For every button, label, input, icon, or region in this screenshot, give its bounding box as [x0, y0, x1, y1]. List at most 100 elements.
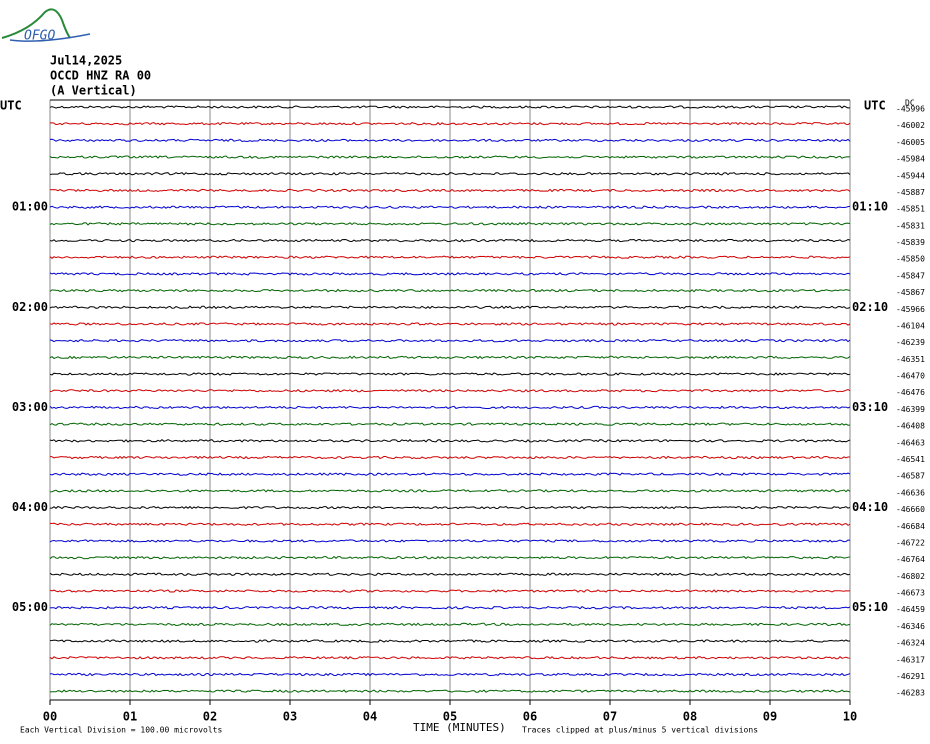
trace: [49, 555, 851, 560]
x-title: TIME (MINUTES): [413, 721, 506, 734]
trace-offset: -46351: [896, 355, 925, 364]
x-tick-label: 02: [203, 710, 217, 724]
trace: [49, 689, 851, 693]
x-tick-label: 00: [43, 710, 57, 724]
trace-offset: -46684: [896, 522, 925, 531]
trace: [49, 205, 851, 209]
trace-offset: -46764: [896, 555, 925, 564]
trace: [49, 155, 851, 159]
trace-offset: -46660: [896, 505, 925, 514]
station: OCCD HNZ RA 00: [50, 69, 151, 83]
trace: [49, 238, 851, 243]
trace: [49, 188, 851, 193]
trace: [49, 439, 851, 443]
trace: [49, 172, 851, 176]
x-tick-label: 09: [763, 710, 777, 724]
x-tick-label: 01: [123, 710, 137, 724]
trace-offset: -46476: [896, 388, 925, 397]
logo-curve: [1, 8, 71, 39]
trace-offset: -46104: [896, 321, 925, 330]
trace-offset: -46408: [896, 422, 925, 431]
hour-left: 01:00: [12, 200, 48, 214]
x-tick-label: 04: [363, 710, 377, 724]
x-tick-label: 05: [443, 710, 457, 724]
x-tick-label: 07: [603, 710, 617, 724]
trace-offset: -45867: [896, 288, 925, 297]
trace: [49, 255, 851, 259]
hour-left: 03:00: [12, 400, 48, 414]
trace-offset: -45887: [896, 188, 925, 197]
x-tick-label: 03: [283, 710, 297, 724]
scale-note: Each Vertical Division = 100.00 microvol…: [20, 726, 222, 735]
hour-right: 05:10: [852, 600, 888, 614]
x-tick-label: 08: [683, 710, 697, 724]
trace-offset: -45839: [896, 238, 925, 247]
component: (A Vertical): [50, 84, 137, 98]
trace: [49, 222, 851, 226]
trace-offset: -46802: [896, 572, 925, 581]
trace: [49, 105, 851, 109]
trace: [49, 605, 851, 610]
trace: [49, 372, 851, 376]
trace-offset: -46722: [896, 538, 925, 547]
trace: [49, 489, 851, 493]
trace-offset: -45831: [896, 221, 925, 230]
trace-offset: -46291: [896, 672, 925, 681]
trace-offset: -46346: [896, 622, 925, 631]
trace-offset: -46673: [896, 589, 925, 598]
hour-right: 04:10: [852, 500, 888, 514]
offset-title: DC: [905, 99, 915, 108]
trace-offset: -45966: [896, 305, 925, 314]
hour-left: 02:00: [12, 300, 48, 314]
hour-left: 05:00: [12, 600, 48, 614]
x-tick-label: 06: [523, 710, 537, 724]
trace: [49, 322, 851, 326]
trace-offset: -46239: [896, 338, 925, 347]
trace: [49, 422, 851, 426]
trace: [49, 455, 850, 460]
hour-left: 04:00: [12, 500, 48, 514]
trace: [49, 405, 851, 410]
trace-offset: -46459: [896, 605, 925, 614]
hour-right: 01:10: [852, 200, 888, 214]
hour-right: 03:10: [852, 400, 888, 414]
trace: [49, 338, 851, 343]
trace: [49, 539, 851, 543]
trace-offset: -45850: [896, 255, 925, 264]
trace: [49, 639, 851, 643]
trace: [49, 355, 851, 360]
trace-offset: -45984: [896, 155, 925, 164]
logo-swoosh: [9, 33, 91, 42]
hour-right: 02:10: [852, 300, 888, 314]
trace-offset: -46324: [896, 639, 925, 648]
trace: [49, 272, 851, 276]
trace: [49, 388, 851, 393]
trace: [49, 589, 851, 593]
trace-offset: -45996: [896, 105, 925, 114]
trace: [49, 655, 851, 660]
x-tick-label: 10: [843, 710, 857, 724]
trace-offset: -46399: [896, 405, 925, 414]
trace: [49, 622, 851, 627]
trace: [50, 505, 851, 510]
trace: [49, 138, 851, 143]
trace-offset: -46470: [896, 372, 925, 381]
trace-offset: -45944: [896, 171, 925, 180]
trace: [49, 288, 851, 293]
trace-offset: -46317: [896, 655, 925, 664]
logo-text: OFGO: [24, 29, 55, 44]
trace-offset: -45847: [896, 271, 925, 280]
left-title: UTC: [0, 99, 22, 113]
trace: [49, 572, 851, 577]
trace-offset: -46587: [896, 472, 925, 481]
trace-offset: -46283: [896, 689, 925, 698]
clip-note: Traces clipped at plus/minus 5 vertical …: [522, 726, 758, 735]
trace: [49, 522, 851, 527]
trace: [49, 672, 851, 677]
trace-offset: -46463: [896, 438, 925, 447]
trace-offset: -45851: [896, 205, 925, 214]
right-title: UTC: [864, 99, 886, 113]
trace-offset: -46005: [896, 138, 925, 147]
trace-offset: -46002: [896, 121, 925, 130]
date: Jul14,2025: [50, 54, 122, 68]
